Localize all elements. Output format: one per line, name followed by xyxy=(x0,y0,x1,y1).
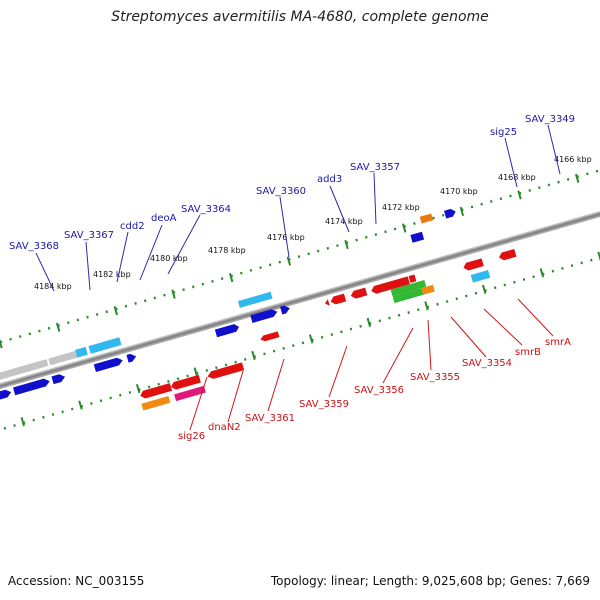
gene-label-lower[interactable]: smrA xyxy=(545,337,571,348)
gene-block[interactable] xyxy=(0,388,12,409)
kbp-label: 4170 kbp xyxy=(440,187,478,196)
gene-block[interactable] xyxy=(419,213,434,224)
accession-text: Accession: NC_003155 xyxy=(8,574,145,588)
gene-block[interactable] xyxy=(392,288,424,304)
gene-block[interactable] xyxy=(324,299,330,307)
gene-block[interactable] xyxy=(12,377,51,396)
gene-label-lower[interactable]: SAV_3355 xyxy=(410,372,460,383)
major-tick xyxy=(539,268,545,278)
major-tick xyxy=(575,173,580,183)
gene-label-upper[interactable]: SAV_3368 xyxy=(9,241,59,252)
gene-block[interactable] xyxy=(408,274,417,283)
gene-label-lower[interactable]: sig26 xyxy=(178,431,205,442)
gene-label-lower[interactable]: dnaN2 xyxy=(208,422,241,433)
major-tick xyxy=(78,400,83,410)
major-tick xyxy=(286,256,292,266)
genome-title: Streptomyces avermitilis MA-4680, comple… xyxy=(111,9,489,25)
gene-label-upper[interactable]: deoA xyxy=(151,213,177,224)
gene-block[interactable] xyxy=(470,270,491,283)
major-tick xyxy=(424,301,429,311)
gene-block[interactable] xyxy=(260,331,280,342)
gene-block[interactable] xyxy=(330,293,347,306)
gene-block[interactable] xyxy=(370,276,410,294)
gene-block[interactable] xyxy=(498,248,517,261)
gene-label-upper[interactable]: SAV_3364 xyxy=(181,204,231,215)
major-tick xyxy=(517,190,522,200)
gene-block[interactable] xyxy=(206,362,245,380)
kbp-label: 4178 kbp xyxy=(208,246,246,255)
gene-block[interactable] xyxy=(174,385,206,402)
major-tick xyxy=(308,334,314,344)
gene-label-lower[interactable]: SAV_3356 xyxy=(354,385,404,396)
major-tick xyxy=(0,339,3,349)
major-tick xyxy=(135,383,141,394)
gene-block[interactable] xyxy=(48,350,78,366)
major-tick xyxy=(20,417,25,427)
gene-label-upper[interactable]: cdd2 xyxy=(120,221,145,232)
kbp-label: 4182 kbp xyxy=(93,270,131,279)
gene-label-upper[interactable]: SAV_3357 xyxy=(350,162,400,173)
major-tick xyxy=(401,223,407,233)
gene-block[interactable] xyxy=(170,374,201,391)
lower-tick-track xyxy=(0,234,600,447)
kbp-label: 4166 kbp xyxy=(554,155,592,164)
gene-block[interactable] xyxy=(0,359,49,388)
gene-label-upper[interactable]: SAV_3360 xyxy=(256,186,306,197)
gene-block[interactable] xyxy=(390,279,427,297)
major-tick xyxy=(459,206,465,217)
major-tick xyxy=(366,317,372,327)
kbp-label: 4184 kbp xyxy=(34,282,72,291)
major-tick xyxy=(481,284,487,294)
major-tick xyxy=(55,322,61,332)
gene-block[interactable] xyxy=(75,346,88,358)
gene-label-lower[interactable]: SAV_3361 xyxy=(245,413,295,424)
gene-block[interactable] xyxy=(237,291,273,308)
gene-block[interactable] xyxy=(410,231,425,243)
gene-block[interactable] xyxy=(51,373,66,385)
upper-leaders xyxy=(35,124,561,292)
lower-leaders xyxy=(189,298,554,431)
major-tick xyxy=(344,239,349,250)
major-tick xyxy=(251,350,256,361)
genome-axis xyxy=(0,186,600,414)
gene-label-upper[interactable]: sig25 xyxy=(490,127,517,138)
gene-block[interactable] xyxy=(88,337,122,354)
gene-label-upper[interactable]: SAV_3367 xyxy=(64,230,114,241)
gene-label-upper[interactable]: add3 xyxy=(317,174,342,185)
gene-block[interactable] xyxy=(280,304,291,315)
gene-block[interactable] xyxy=(214,323,240,338)
gene-block[interactable] xyxy=(126,352,137,363)
gene-block[interactable] xyxy=(93,356,124,373)
gene-block[interactable] xyxy=(139,383,173,400)
gene-label-lower[interactable]: SAV_3359 xyxy=(299,399,349,410)
gene-block[interactable] xyxy=(250,308,278,323)
genome-summary-text: Topology: linear; Length: 9,025,608 bp; … xyxy=(270,574,590,588)
gene-block[interactable] xyxy=(421,284,435,295)
major-tick xyxy=(228,273,234,283)
gene-block[interactable] xyxy=(444,208,457,219)
gene-label-lower[interactable]: SAV_3354 xyxy=(462,358,512,369)
major-tick xyxy=(113,306,119,316)
major-tick xyxy=(193,367,199,377)
gene-block[interactable] xyxy=(350,287,368,300)
kbp-label: 4180 kbp xyxy=(150,254,188,263)
major-tick xyxy=(171,289,176,299)
gene-label-lower[interactable]: smrB xyxy=(515,347,541,358)
kbp-label: 4168 kbp xyxy=(498,173,536,182)
gene-label-upper[interactable]: SAV_3349 xyxy=(525,114,575,125)
kbp-label: 4172 kbp xyxy=(382,203,420,212)
gene-block[interactable] xyxy=(462,258,484,271)
gene-block[interactable] xyxy=(141,396,171,411)
kbp-label: 4174 kbp xyxy=(325,217,363,226)
